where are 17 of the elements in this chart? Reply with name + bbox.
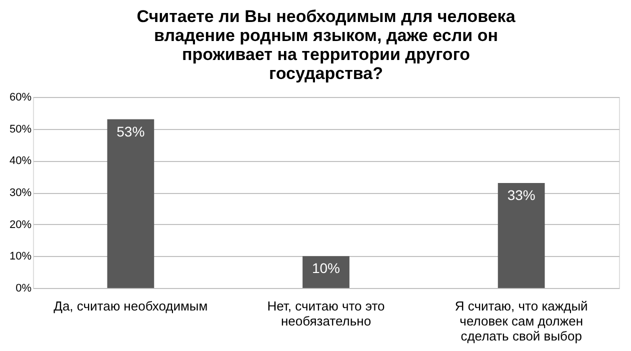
y-tick-label: 10%: [9, 250, 32, 263]
data-label: 33%: [507, 186, 536, 203]
y-tick-label: 40%: [9, 155, 32, 168]
bar: [107, 119, 154, 288]
x-tick-label: Да, считаю необходимым: [54, 298, 208, 314]
bar: [302, 256, 350, 288]
x-tick-label: Нет, считаю что это необязательно: [267, 298, 385, 328]
y-tick-label: 60%: [9, 92, 32, 104]
y-tick-label: 30%: [9, 187, 32, 199]
data-label: 53%: [116, 123, 145, 140]
x-tick-label: Я считаю, что каждый человек сам должен сделать свой выбор: [454, 298, 588, 344]
y-tick-label: 20%: [9, 218, 32, 231]
data-label: 10%: [312, 260, 340, 276]
y-tick-label: 0%: [16, 282, 32, 294]
chart-title: Считаете ли Вы необходимым для человека владение родным языком, даже если он проживает на территории другого государства?: [136, 7, 516, 83]
bar: [498, 182, 545, 288]
y-tick-label: 50%: [9, 123, 32, 136]
